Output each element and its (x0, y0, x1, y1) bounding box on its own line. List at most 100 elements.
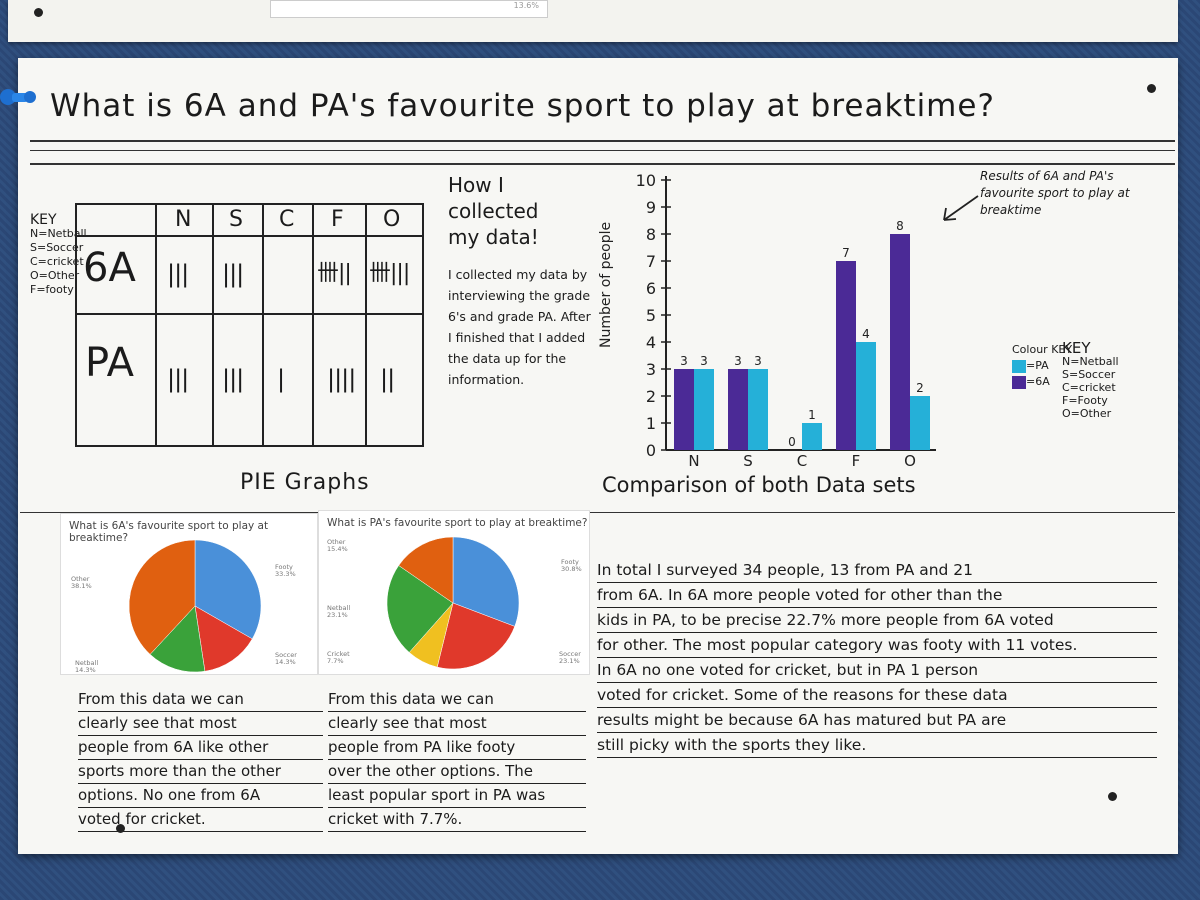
x-tick-label: O (904, 452, 916, 468)
label-pct: 33.3% (275, 570, 296, 578)
tally-PA-O: || (380, 365, 395, 393)
tally-PA-C: | (277, 365, 285, 393)
blue-pushpin-icon (0, 89, 36, 105)
bar-value-label: 3 (680, 354, 688, 368)
text-line: results might be because 6A has matured … (597, 708, 1157, 733)
pie-6a-label-other: Other 38.1% (71, 576, 92, 590)
bar-value-label: 8 (896, 219, 904, 233)
row-header-PA: PA (85, 340, 134, 386)
pie-slice-soccer (436, 602, 516, 670)
text-line: still picky with the sports they like. (597, 733, 1157, 758)
colour-key-6a: =6A (1012, 374, 1072, 390)
title-underline (30, 150, 1175, 151)
pie-card-pa: What is PA's favourite sport to play at … (318, 510, 590, 675)
y-tick-label: 6 (646, 279, 656, 298)
pie-pa-label-cricket: Cricket 7.7% (327, 651, 350, 665)
grid-line (155, 205, 157, 445)
text-line: over the other options. The (328, 760, 586, 784)
text-line: voted for cricket. Some of the reasons f… (597, 683, 1157, 708)
pie-pa-label-soccer: Soccer 23.1% (559, 651, 581, 665)
y-tick-label: 5 (646, 306, 656, 325)
pie-6a-label-footy: Footy 33.3% (275, 564, 296, 578)
pie-slice-soccer (194, 605, 253, 672)
key-title: KEY (30, 212, 57, 228)
text-line: people from 6A like other (78, 736, 323, 760)
how-title-line1: How I collected (448, 173, 539, 223)
label-name: Other (327, 538, 346, 546)
label-pct: 7.7% (327, 657, 344, 665)
x-tick-label: S (743, 452, 753, 468)
pie-pa-label-other: Other 15.4% (327, 539, 348, 553)
paragraph-pa: From this data we can clearly see that m… (328, 688, 586, 832)
key2-line: N=Netball (1062, 355, 1119, 368)
pushpin (1147, 84, 1156, 93)
colour-key-title: Colour KEY (1012, 343, 1073, 356)
how-collected-section: How I collected my data! I collected my … (448, 172, 598, 390)
y-tick-label: 8 (646, 225, 656, 244)
pie-slice-footy (452, 536, 520, 627)
tally-PA-N: ||| (167, 365, 189, 393)
summary-paragraph: In total I surveyed 34 people, 13 from P… (597, 558, 1157, 758)
pie-6a-label-soccer: Soccer 14.3% (275, 652, 297, 666)
pie-6a (128, 539, 262, 673)
label-name: Footy (561, 558, 579, 566)
label-name: Footy (275, 563, 293, 571)
text-line: clearly see that most (328, 712, 586, 736)
x-tick-label: F (852, 452, 861, 468)
text-line: From this data we can (328, 688, 586, 712)
bar-value-label: 2 (916, 381, 924, 395)
col-header-F: F (331, 207, 344, 232)
tally-PA-F: |||| (327, 365, 356, 393)
bar-PA-N (694, 369, 714, 450)
text-line: sports more than the other (78, 760, 323, 784)
label-pct: 23.1% (327, 611, 348, 619)
key2-line: C=cricket (1062, 381, 1116, 394)
bar-value-label: 1 (808, 408, 816, 422)
tally-key: KEY N=Netball S=Soccer C=cricket O=Other… (30, 213, 87, 297)
key2-line: S=Soccer (1062, 368, 1116, 381)
6a-swatch (1012, 375, 1026, 389)
poster (18, 58, 1178, 854)
arrow-icon (943, 195, 979, 221)
pie-slice-other (398, 536, 454, 604)
tally-6A-F: 卌|| (317, 261, 352, 286)
colour-key: Colour KEY =PA =6A (1012, 342, 1072, 390)
text-line: In 6A no one voted for cricket, but in P… (597, 658, 1157, 683)
pie-pa-label-footy: Footy 30.8% (561, 559, 582, 573)
pa-swatch (1012, 359, 1026, 373)
label-name: Other (71, 575, 90, 583)
bar-6A-F (836, 261, 856, 450)
label-name: Cricket (327, 650, 350, 658)
y-axis-label: Number of people (598, 222, 614, 348)
bar-value-label: 4 (862, 327, 870, 341)
x-tick-label: N (688, 452, 699, 468)
key2-line: F=Footy (1062, 394, 1108, 407)
label-pct: 23.1% (559, 657, 580, 665)
pie-slice-other (128, 539, 196, 655)
label-pct: 38.1% (71, 582, 92, 590)
comparison-title: Comparison of both Data sets (602, 473, 916, 497)
text-line: In total I surveyed 34 people, 13 from P… (597, 558, 1157, 583)
x-tick-label: C (797, 452, 807, 468)
bar-6A-O (890, 234, 910, 450)
pushpin (1108, 792, 1117, 801)
bar-6A-N (674, 369, 694, 450)
key-line: N=Netball (30, 227, 87, 240)
bar-value-label: 7 (842, 246, 850, 260)
title-underline (30, 140, 1175, 142)
bar-PA-O (910, 396, 930, 450)
bar-value-label: 3 (754, 354, 762, 368)
tally-table: N S C F O 6A PA ||| ||| 卌|| 卌||| ||| |||… (75, 203, 424, 447)
grid-line (262, 205, 264, 445)
y-tick-label: 1 (646, 414, 656, 433)
top-paper-strip: 13.6% (8, 0, 1178, 42)
tally-6A-O: 卌||| (369, 261, 410, 286)
label-pct: 14.3% (275, 658, 296, 666)
y-tick-label: 4 (646, 333, 656, 352)
y-tick-label: 2 (646, 387, 656, 406)
pie-slice-netball (149, 605, 206, 673)
grid-line (365, 205, 367, 445)
bar-PA-F (856, 342, 876, 450)
pie-6a-label-netball: Netball 14.3% (75, 660, 98, 674)
